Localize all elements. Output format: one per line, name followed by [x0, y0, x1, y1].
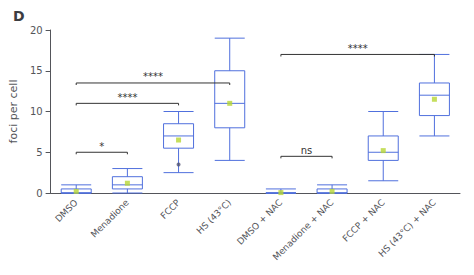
svg-text:Menadione: Menadione: [89, 197, 131, 239]
svg-text:15: 15: [30, 65, 43, 76]
svg-text:DMSO: DMSO: [53, 197, 79, 223]
svg-text:FCCP + NAC: FCCP + NAC: [341, 197, 387, 243]
svg-text:HS (43°C): HS (43°C): [195, 197, 234, 236]
svg-text:*: *: [99, 141, 104, 152]
svg-text:****: ****: [143, 71, 163, 82]
svg-text:D: D: [13, 8, 25, 24]
svg-text:20: 20: [30, 25, 43, 36]
svg-text:Menadione + NAC: Menadione + NAC: [271, 197, 336, 262]
svg-text:0: 0: [36, 188, 42, 199]
svg-text:****: ****: [117, 92, 137, 103]
svg-text:5: 5: [36, 147, 42, 158]
svg-text:ns: ns: [301, 145, 313, 156]
svg-text:****: ****: [348, 43, 368, 54]
svg-text:HS (43°C) + NAC: HS (43°C) + NAC: [377, 197, 438, 258]
svg-text:foci per cell: foci per cell: [7, 80, 20, 144]
svg-text:DMSO + NAC: DMSO + NAC: [235, 197, 284, 246]
svg-text:10: 10: [30, 106, 43, 117]
svg-text:FCCP: FCCP: [159, 197, 183, 221]
